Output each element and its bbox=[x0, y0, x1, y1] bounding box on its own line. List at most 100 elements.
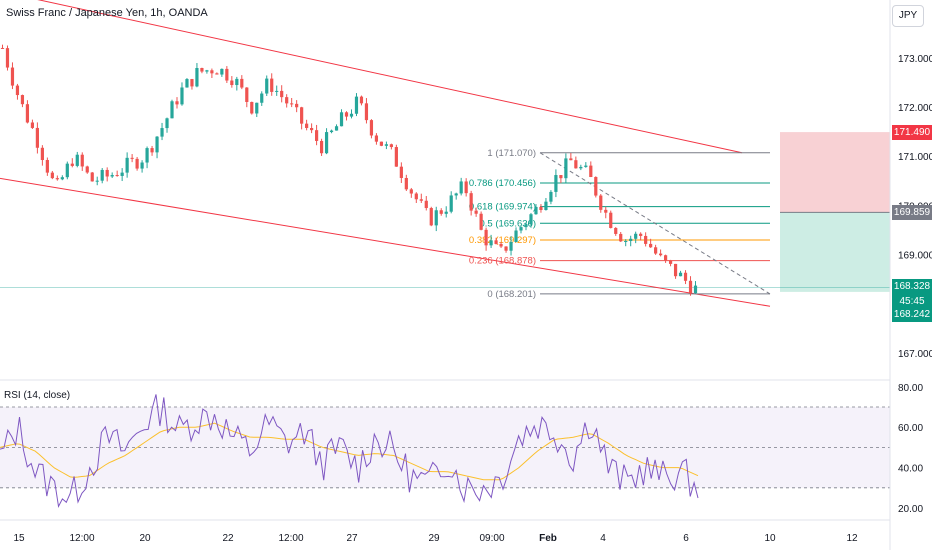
price-tick: 169.000 bbox=[898, 251, 932, 262]
candle-body bbox=[399, 166, 403, 178]
candle-body bbox=[374, 135, 379, 142]
candle-body bbox=[130, 157, 134, 159]
candle-body bbox=[170, 101, 174, 119]
time-tick: 15 bbox=[13, 533, 25, 544]
candle-body bbox=[175, 101, 179, 105]
candle-body bbox=[225, 68, 229, 81]
candle-body bbox=[678, 272, 683, 277]
candle-body bbox=[634, 233, 638, 239]
candle-body bbox=[295, 103, 299, 108]
rsi-pane bbox=[0, 394, 890, 508]
candle-body bbox=[514, 230, 518, 243]
candle-body bbox=[145, 148, 149, 163]
time-tick: 6 bbox=[683, 533, 689, 544]
time-tick: 27 bbox=[346, 533, 358, 544]
candle-body bbox=[673, 263, 678, 277]
candle-body bbox=[389, 144, 393, 148]
candle-body bbox=[235, 78, 239, 86]
candle-body bbox=[494, 240, 498, 244]
candle-body bbox=[529, 214, 533, 225]
candle-body bbox=[125, 157, 129, 173]
chart-title: Swiss Franc / Japanese Yen, 1h, OANDA bbox=[6, 7, 208, 19]
candle-body bbox=[280, 90, 284, 98]
candle-body bbox=[594, 177, 598, 196]
candle-body bbox=[255, 102, 259, 114]
candle-body bbox=[369, 120, 374, 136]
fib-level-label: 0.5 (169.636) bbox=[479, 218, 536, 229]
candle-body bbox=[329, 130, 334, 133]
candle-body bbox=[195, 67, 199, 87]
price-tick: 172.000 bbox=[898, 103, 932, 114]
candle-body bbox=[210, 70, 214, 74]
fibonacci-retracement[interactable]: 1 (171.070) 0.786 (170.456) 0.618 (169.974… bbox=[469, 148, 771, 300]
candle-body bbox=[90, 172, 94, 182]
candle-body bbox=[619, 233, 623, 242]
candle-body bbox=[285, 97, 289, 104]
candle-body bbox=[80, 154, 84, 167]
currency-button[interactable]: JPY bbox=[892, 5, 924, 27]
time-tick: 20 bbox=[139, 533, 151, 544]
candle-body bbox=[150, 148, 154, 153]
candle-body bbox=[359, 96, 364, 104]
fib-level-label: 0 (168.201) bbox=[487, 289, 536, 300]
candle-body bbox=[334, 126, 339, 131]
candle-body bbox=[344, 112, 349, 117]
fib-level-label: 1 (171.070) bbox=[487, 148, 536, 159]
price-tick: 173.000 bbox=[898, 54, 932, 65]
candle-body bbox=[15, 85, 20, 96]
candle-body bbox=[45, 160, 49, 173]
candle-body bbox=[290, 103, 294, 105]
candle-body bbox=[589, 165, 593, 178]
candle-body bbox=[70, 163, 74, 166]
candle-body bbox=[339, 112, 344, 127]
candle-body bbox=[584, 165, 588, 167]
candle-body bbox=[429, 208, 433, 226]
candle-body bbox=[55, 178, 59, 180]
fib-trend-line bbox=[539, 152, 771, 295]
candle-body bbox=[534, 206, 538, 215]
candle-body bbox=[659, 253, 663, 256]
candle-body bbox=[424, 200, 428, 209]
candle-body bbox=[549, 191, 553, 202]
candle-body bbox=[604, 209, 608, 213]
candle-body bbox=[654, 247, 658, 254]
candle-body bbox=[504, 246, 508, 251]
time-tick: 12:00 bbox=[69, 533, 94, 544]
candle-body bbox=[464, 181, 468, 194]
candle-body bbox=[135, 158, 139, 169]
candle-body bbox=[140, 162, 144, 169]
stop-price-tag: 168.242 bbox=[892, 307, 932, 322]
candle-body bbox=[115, 175, 119, 177]
candle-body bbox=[668, 260, 673, 264]
time-tick: 22 bbox=[222, 533, 234, 544]
candle-body bbox=[509, 242, 513, 251]
candle-body bbox=[439, 210, 443, 214]
candle-body bbox=[454, 193, 458, 196]
candle-body bbox=[394, 147, 398, 167]
candle-body bbox=[20, 95, 25, 105]
candle-body bbox=[245, 87, 249, 102]
candle-body bbox=[414, 193, 418, 200]
candle-body bbox=[240, 78, 244, 88]
candle-body bbox=[379, 141, 384, 146]
countdown-tag: 45:45 bbox=[892, 294, 932, 309]
candle-body bbox=[539, 206, 543, 211]
rsi-tick: 40.00 bbox=[898, 464, 923, 475]
channel-lines[interactable] bbox=[0, 0, 771, 307]
time-tick: 12:00 bbox=[278, 533, 303, 544]
time-tick: 10 bbox=[764, 533, 776, 544]
candle-body bbox=[683, 272, 688, 281]
candle-body bbox=[275, 90, 279, 92]
candle-body bbox=[35, 127, 39, 148]
candle-body bbox=[544, 201, 548, 211]
candle-body bbox=[105, 169, 109, 177]
rsi-title: RSI (14, close) bbox=[4, 390, 71, 401]
fib-level-label: 0.382 (169.297) bbox=[469, 235, 536, 246]
candle-body bbox=[469, 193, 473, 211]
candle-body bbox=[609, 212, 613, 228]
candle-body bbox=[5, 48, 10, 68]
candle-body bbox=[364, 103, 369, 121]
candle-body bbox=[354, 96, 359, 114]
candle-body bbox=[95, 180, 99, 182]
